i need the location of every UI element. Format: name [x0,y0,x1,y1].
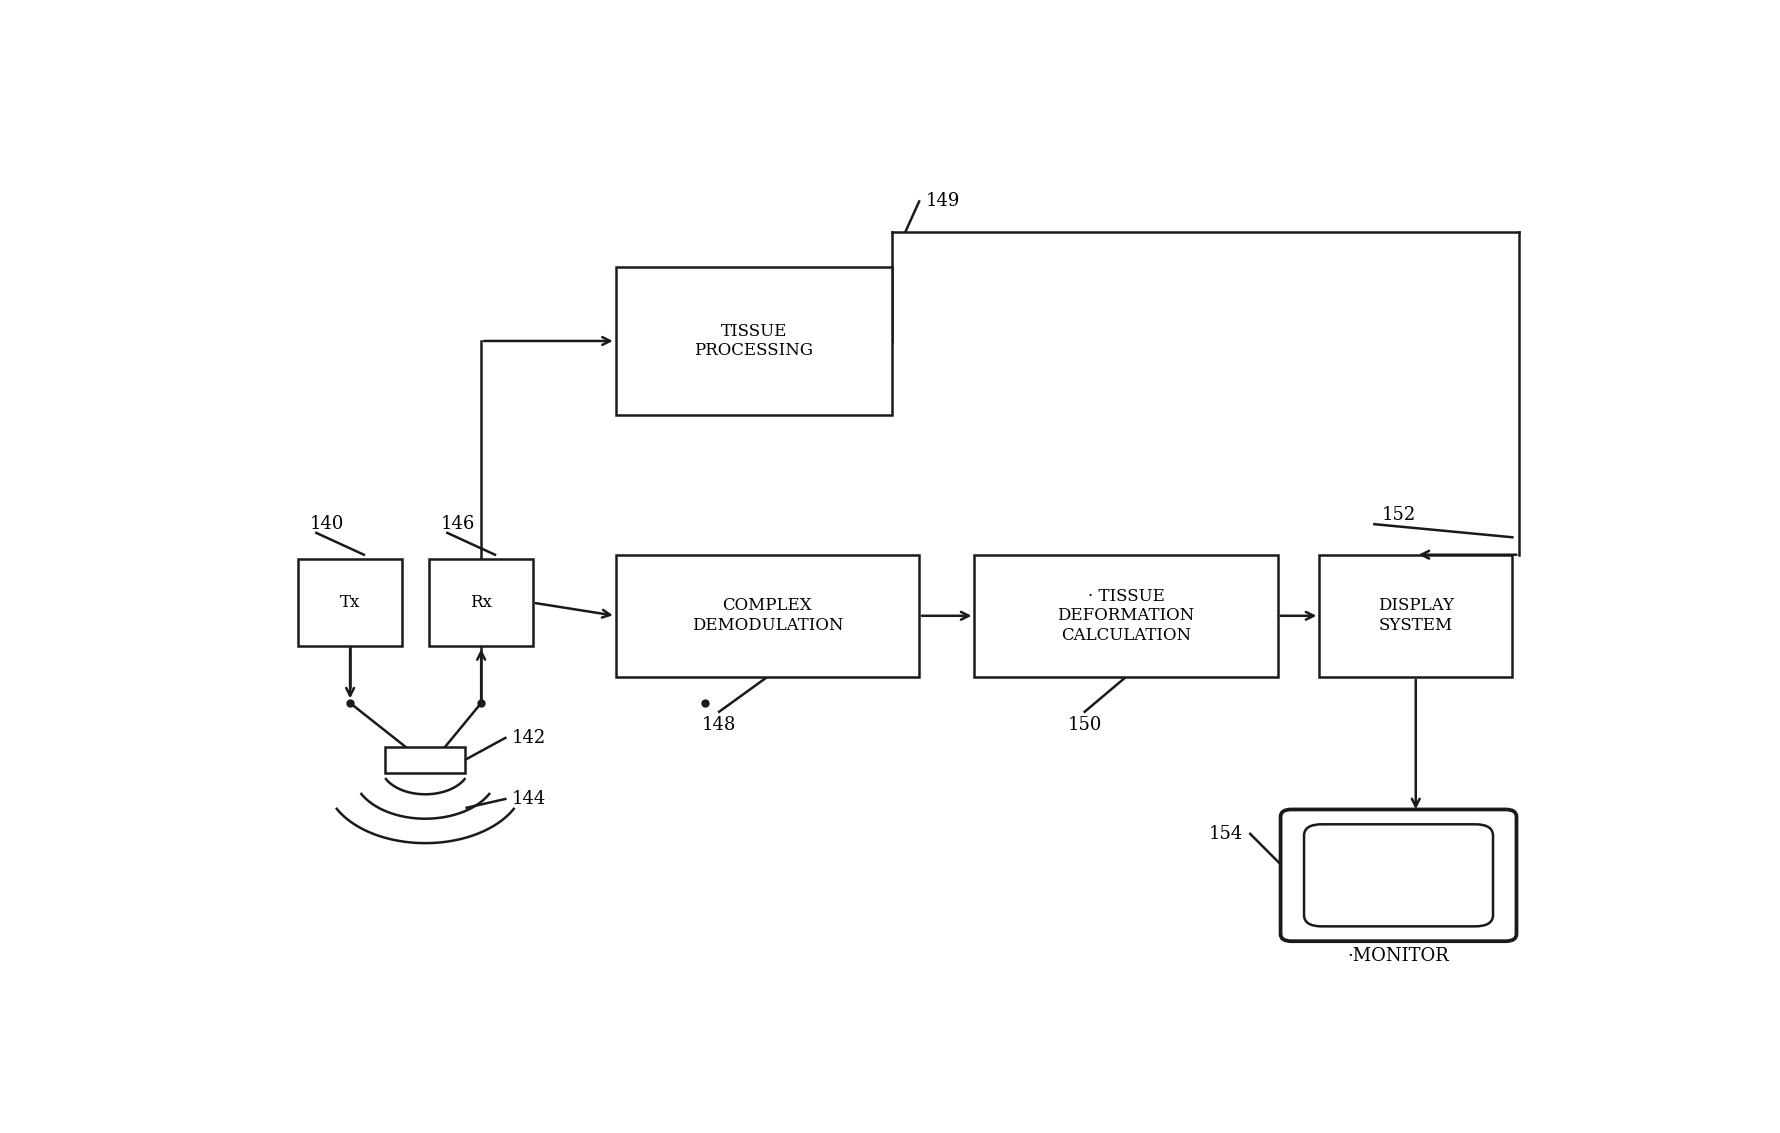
Text: ·MONITOR: ·MONITOR [1347,947,1449,965]
Bar [616,266,892,415]
Text: 149: 149 [926,193,961,211]
Text: 142: 142 [513,729,546,747]
Text: 144: 144 [513,790,546,808]
Text: Rx: Rx [470,594,491,611]
Text: 154: 154 [1209,825,1242,843]
Text: Tx: Tx [340,594,360,611]
Bar [429,559,532,646]
FancyBboxPatch shape [1305,825,1493,927]
Text: 148: 148 [701,716,737,734]
Text: · TISSUE
DEFORMATION
CALCULATION: · TISSUE DEFORMATION CALCULATION [1057,588,1194,644]
Text: 152: 152 [1381,506,1415,525]
FancyBboxPatch shape [1280,809,1517,942]
Bar [616,555,918,676]
Text: 140: 140 [310,514,344,533]
Text: 146: 146 [440,514,475,533]
Text: COMPLEX
DEMODULATION: COMPLEX DEMODULATION [692,597,844,634]
Bar [1319,555,1513,676]
Text: TISSUE
PROCESSING: TISSUE PROCESSING [694,323,813,359]
Bar [974,555,1278,676]
Bar [299,559,402,646]
Bar [384,747,465,773]
Text: DISPLAY
SYSTEM: DISPLAY SYSTEM [1378,597,1454,634]
Text: 150: 150 [1068,716,1102,734]
